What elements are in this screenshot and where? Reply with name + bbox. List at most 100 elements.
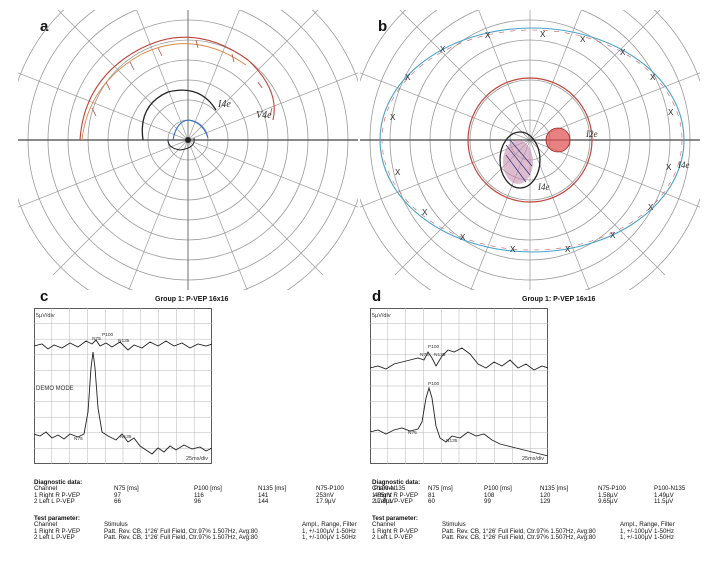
table-cell: 96 bbox=[194, 498, 201, 506]
isopter-label: I4e bbox=[537, 182, 550, 192]
col-header: N135 [ms] bbox=[540, 485, 569, 492]
table-cell: 405nV bbox=[374, 491, 392, 499]
table-cell: 66 bbox=[114, 498, 121, 506]
peak-label: N75 bbox=[92, 336, 101, 342]
table-cell: 120 bbox=[540, 491, 551, 499]
panel-a-visual-field: I4e V4e bbox=[18, 10, 358, 290]
peak-label: N135 bbox=[446, 438, 458, 444]
table-cell: 1 Right R P-VEP bbox=[372, 527, 419, 535]
peak-label: P100 bbox=[102, 332, 114, 338]
table-cell: 144 bbox=[258, 498, 269, 506]
table-row: 1 Right R P-VEP Patt. Rev. CB, 1°26' Ful… bbox=[34, 527, 357, 536]
diagnostic-table-d: Channel N75 [ms] P100 [ms] N135 [ms] N75… bbox=[372, 485, 686, 506]
table-cell: 81 bbox=[428, 491, 435, 499]
isopter-label: I4e bbox=[217, 99, 231, 110]
table-cell: 97 bbox=[114, 491, 121, 499]
table-cell: 108 bbox=[484, 491, 495, 499]
table-cell: 253nV bbox=[316, 491, 334, 499]
panel-a-label: a bbox=[40, 18, 49, 35]
table-row: 1 Right R P-VEP Patt. Rev. CB, 1°26' Ful… bbox=[372, 527, 675, 536]
col-header: Stimulus bbox=[442, 521, 466, 528]
svg-text:X: X bbox=[540, 30, 546, 40]
table-cell: 1, +/-100µV 1-50Hz bbox=[302, 527, 356, 535]
col-header: P100-N135 bbox=[654, 485, 686, 492]
table-cell: Patt. Rev. CB, 1°26' Full Field, Ctr.97%… bbox=[442, 534, 596, 542]
table-header-row: Channel Stimulus Ampl., Range, Filter bbox=[34, 521, 357, 529]
col-header: P100 [ms] bbox=[194, 485, 222, 492]
table-cell: 1.49µV bbox=[654, 491, 674, 499]
table-row: 1 Right R P-VEP 81 108 120 1.58µV 1.49µV bbox=[372, 491, 685, 500]
svg-text:X: X bbox=[650, 73, 656, 83]
table-cell: 17.6µV bbox=[374, 498, 394, 506]
peak-label: N75 bbox=[420, 352, 429, 358]
vep-waveform-c: 5µV/div DEMO MODE N75 P100 N135 N75 N135… bbox=[34, 308, 212, 464]
col-header: N135 [ms] bbox=[258, 485, 287, 492]
svg-text:X: X bbox=[666, 163, 672, 173]
table-cell: 1, +/-100µV 1-50Hz bbox=[302, 534, 356, 542]
table-cell: 2 Left L P-VEP bbox=[372, 534, 413, 542]
table-cell: 2 Left L P-VEP bbox=[372, 498, 413, 506]
table-cell: 141 bbox=[258, 491, 269, 499]
peak-label: P100 bbox=[428, 381, 440, 387]
col-header: Ampl., Range, Filter bbox=[620, 521, 675, 528]
isopter-label: V4e bbox=[256, 110, 272, 121]
x-scale-label: 25ms/div bbox=[186, 456, 208, 462]
test-parameter-title: Test parameter: bbox=[34, 515, 80, 522]
table-header-row: Channel N75 [ms] P100 [ms] N135 [ms] N75… bbox=[34, 485, 406, 493]
vep-waveform-d: 5µV/div N75 P100 N135 P100 N75 N135 25ms… bbox=[370, 308, 548, 464]
table-cell: 1 Right R P-VEP bbox=[34, 527, 81, 535]
svg-text:X: X bbox=[395, 168, 401, 178]
table-cell: 1, +/-100µV 1-50Hz bbox=[620, 534, 674, 542]
svg-text:X: X bbox=[668, 108, 674, 118]
vep-group-title: Group 1: P-VEP 16x16 bbox=[155, 296, 229, 303]
peak-label: P100 bbox=[428, 344, 440, 350]
col-header: Channel bbox=[372, 485, 396, 492]
svg-text:X: X bbox=[460, 233, 466, 243]
panel-b-label: b bbox=[378, 18, 388, 35]
peak-label: N135 bbox=[120, 434, 132, 440]
col-header: N75-P100 bbox=[598, 485, 626, 492]
table-row: 2 Left L P-VEP 60 99 129 9.65µV 11.5µV bbox=[372, 499, 685, 506]
svg-text:X: X bbox=[440, 45, 446, 55]
svg-text:X: X bbox=[405, 73, 411, 83]
table-cell: 1 Right R P-VEP bbox=[372, 491, 419, 499]
col-header: P100 [ms] bbox=[484, 485, 512, 492]
table-cell: 1, +/-100µV 1-50Hz bbox=[620, 527, 674, 535]
col-header: N75 [ms] bbox=[428, 485, 453, 492]
table-cell: 2 Left L P-VEP bbox=[34, 534, 75, 542]
table-cell: 11.5µV bbox=[654, 498, 674, 506]
col-header: P100-N135 bbox=[374, 485, 406, 492]
test-parameter-table-c: Channel Stimulus Ampl., Range, Filter 1 … bbox=[34, 521, 357, 542]
table-cell: Patt. Rev. CB, 1°26' Full Field, Ctr.97%… bbox=[442, 527, 596, 535]
diagnostic-title: Diagnostic data: bbox=[34, 479, 83, 486]
peak-label: N135 bbox=[118, 338, 130, 344]
table-row: 2 Left L P-VEP Patt. Rev. CB, 1°26' Full… bbox=[372, 535, 675, 542]
table-row: 2 Left L P-VEP Patt. Rev. CB, 1°26' Full… bbox=[34, 535, 357, 542]
diagnostic-title: Diagnostic data: bbox=[372, 479, 421, 486]
svg-text:X: X bbox=[485, 31, 491, 41]
y-scale-label: 5µV/div bbox=[372, 313, 391, 319]
isopter-label: I4e bbox=[677, 160, 690, 170]
svg-text:X: X bbox=[580, 35, 586, 45]
svg-text:X: X bbox=[648, 203, 654, 213]
table-cell: 60 bbox=[428, 498, 435, 506]
table-cell: 1.58µV bbox=[598, 491, 618, 499]
table-cell: 99 bbox=[484, 498, 491, 506]
table-cell: 17.9µV bbox=[316, 498, 336, 506]
demo-mode-label: DEMO MODE bbox=[36, 386, 74, 392]
svg-text:X: X bbox=[610, 231, 616, 241]
table-cell: 116 bbox=[194, 491, 204, 499]
table-row: 1 Right R P-VEP 97 116 141 253nV 405nV bbox=[34, 491, 405, 500]
col-header: N75 [ms] bbox=[114, 485, 139, 492]
panel-c-label: c bbox=[40, 288, 49, 305]
svg-text:X: X bbox=[565, 245, 571, 255]
svg-text:X: X bbox=[510, 245, 516, 255]
test-parameter-title: Test parameter: bbox=[372, 515, 418, 522]
table-cell: Patt. Rev. CB, 1°26' Full Field, Ctr.97%… bbox=[104, 534, 258, 542]
col-header: N75-P100 bbox=[316, 485, 344, 492]
panel-d-label: d bbox=[372, 288, 382, 305]
table-header-row: Channel N75 [ms] P100 [ms] N135 [ms] N75… bbox=[372, 485, 686, 493]
svg-text:X: X bbox=[620, 48, 626, 58]
vep-group-title: Group 1: P-VEP 16x16 bbox=[522, 296, 596, 303]
test-parameter-table-d: Channel Stimulus Ampl., Range, Filter 1 … bbox=[372, 521, 675, 542]
